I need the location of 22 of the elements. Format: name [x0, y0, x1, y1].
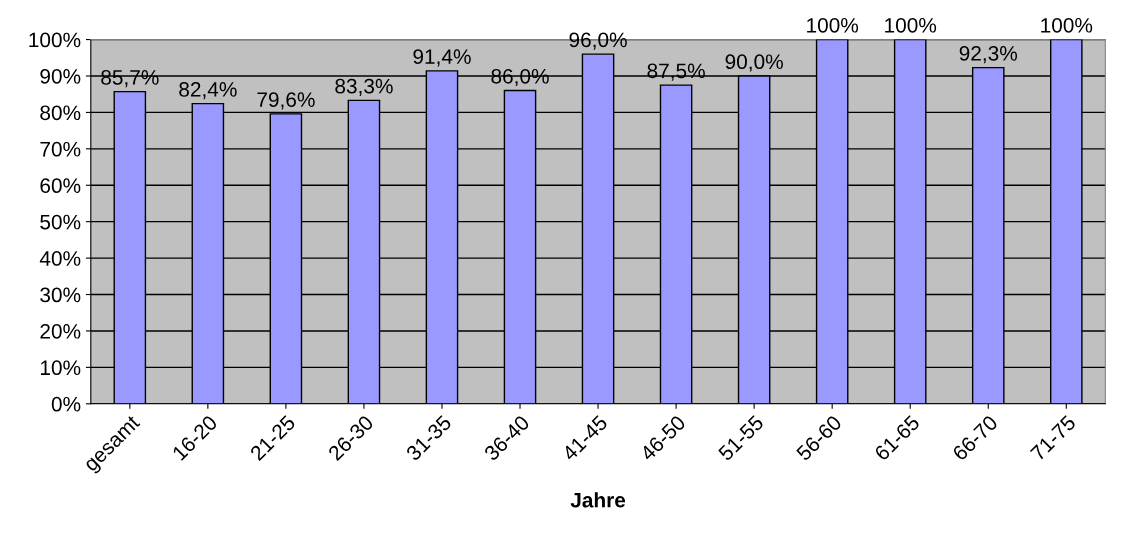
y-tick-label: 0%: [51, 396, 81, 412]
y-tick-label: 80%: [40, 105, 81, 121]
y-tick-label: 50%: [40, 214, 81, 230]
data-label: 96,0%: [569, 32, 627, 50]
data-label: 100%: [1041, 17, 1093, 33]
y-tick-label: 10%: [40, 360, 81, 376]
y-tick-label: 100%: [29, 32, 81, 48]
data-label: 92,3%: [959, 45, 1018, 64]
y-tick-label: 40%: [39, 251, 81, 266]
y-tick-label: 70%: [40, 141, 81, 157]
data-label: 79,6%: [257, 92, 315, 110]
x-axis-title: Jahre: [570, 492, 626, 508]
data-label: 82,4%: [179, 82, 237, 100]
data-label: 83,3%: [335, 78, 393, 96]
data-label: 100%: [885, 17, 937, 33]
y-tick-label: 20%: [40, 323, 81, 339]
y-tick-label: 30%: [40, 287, 81, 303]
data-label: 100%: [807, 17, 859, 33]
y-tick-label: 90%: [40, 68, 81, 84]
y-tick-label: 60%: [40, 178, 81, 194]
data-label: 91,4%: [413, 49, 471, 67]
data-label: 90,0%: [725, 54, 783, 72]
